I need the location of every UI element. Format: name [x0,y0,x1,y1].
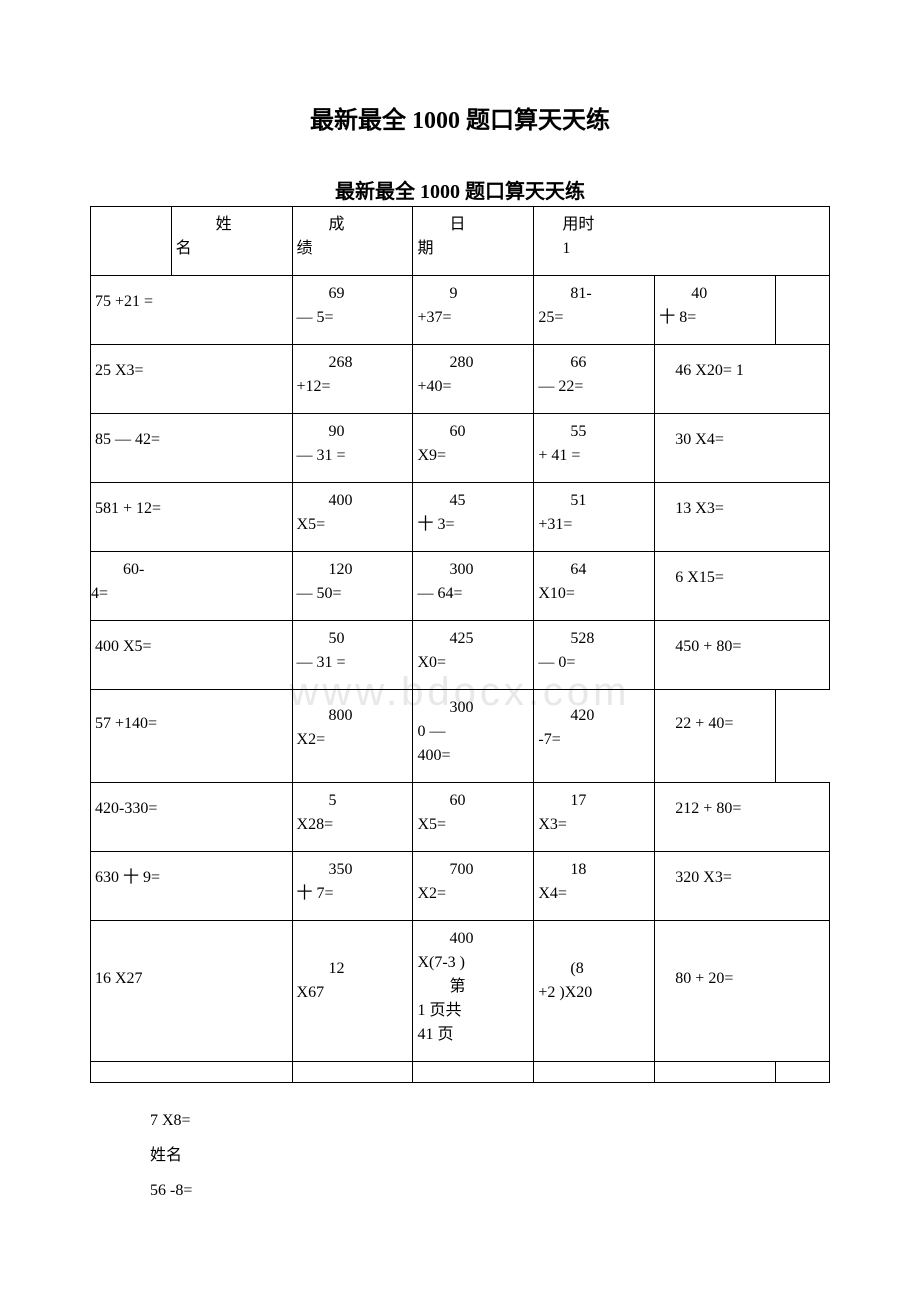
problem-cell: 46 X20= 1 [655,345,830,414]
problem-cell: 700 X2= [413,852,534,921]
problem-cell: 450 + 80= [655,621,830,690]
header-time: 用时 1 [534,207,830,276]
label-score-2: 绩 [297,237,409,261]
problem-cell: 800 X2= [292,690,413,783]
table-row: 16 X27 12 X67 400 X(7-3 ) 第 1 页共 41 页 (8… [91,921,830,1062]
problem-cell: 75 +21 = [91,276,293,345]
label-name-1: 姓 [176,213,288,237]
problem-cell: 13 X3= [655,483,830,552]
problem-cell: 400 X5= [292,483,413,552]
problem-cell: 60 X9= [413,414,534,483]
table-row-empty [91,1062,830,1083]
problem-cell: 22 + 40= [655,690,776,783]
problem-cell: 18 X4= [534,852,655,921]
problem-cell: 425 X0= [413,621,534,690]
problem-cell: 630 十 9= [91,852,293,921]
table-row: 25 X3= 268 +12= 280 +40= 66 — 22= 46 X20… [91,345,830,414]
below-line-2: 姓名 [150,1138,830,1173]
problem-cell: 30 X4= [655,414,830,483]
main-title: 最新最全 1000 题口算天天练 [90,100,830,135]
problem-cell: 17 X3= [534,783,655,852]
problem-cell: 25 X3= [91,345,293,414]
header-date: 日 期 [413,207,534,276]
below-line-3: 56 -8= [150,1173,830,1208]
problem-cell: 50 — 31 = [292,621,413,690]
empty-cell [91,1062,293,1083]
label-time-2: 1 [538,237,825,261]
problem-cell [776,276,830,345]
problem-cell: 212 + 80= [655,783,830,852]
problem-cell: 40 十 8= [655,276,776,345]
problem-cell: 581 + 12= [91,483,293,552]
problem-cell: 57 +140= [91,690,293,783]
below-line-1: 7 X8= [150,1103,830,1138]
table-row: 85 — 42= 90 — 31 = 60 X9= 55 + 41 = 30 X… [91,414,830,483]
label-score-1: 成 [297,213,409,237]
problem-cell: 90 — 31 = [292,414,413,483]
label-time-1: 用时 [538,213,825,237]
table-row: 400 X5= 50 — 31 = 425 X0= 528 — 0= 450 +… [91,621,830,690]
problem-cell: 6 X15= [655,552,830,621]
empty-cell [292,1062,413,1083]
problem-cell: 120 — 50= [292,552,413,621]
problem-cell: 16 X27 [91,921,293,1062]
problem-cell: 9 +37= [413,276,534,345]
problem-cell: 12 X67 [292,921,413,1062]
problems-table: 姓 名 成 绩 日 期 用时 1 75 +21 = 69 — 5= 9 +37=… [90,206,830,1083]
problem-cell: 400 X(7-3 ) 第 1 页共 41 页 [413,921,534,1062]
problem-cell: 420-330= [91,783,293,852]
problem-cell: 5 X28= [292,783,413,852]
problem-cell: 350 十 7= [292,852,413,921]
empty-cell [655,1062,776,1083]
header-name: 姓 名 [171,207,292,276]
problem-cell: 66 — 22= [534,345,655,414]
header-col1 [91,207,172,276]
problem-cell: 60- 4= [91,552,293,621]
problem-cell: 320 X3= [655,852,830,921]
empty-cell [413,1062,534,1083]
problem-cell: 300 — 64= [413,552,534,621]
problem-cell: 80 + 20= [655,921,830,1062]
header-score: 成 绩 [292,207,413,276]
table-row: 420-330= 5 X28= 60 X5= 17 X3= 212 + 80= [91,783,830,852]
problem-cell: 81- 25= [534,276,655,345]
problem-cell: 280 +40= [413,345,534,414]
label-date-2: 期 [417,237,529,261]
problem-cell: 64 X10= [534,552,655,621]
problem-cell: 400 X5= [91,621,293,690]
empty-cell [534,1062,655,1083]
problem-cell: 45 十 3= [413,483,534,552]
problem-cell: (8 +2 )X20 [534,921,655,1062]
problem-cell: 300 0 — 400= [413,690,534,783]
problem-cell: 51 +31= [534,483,655,552]
table-row: 75 +21 = 69 — 5= 9 +37= 81- 25= 40 十 8= [91,276,830,345]
empty-cell [776,1062,830,1083]
table-row: 57 +140= 800 X2= 300 0 — 400= 420 -7= 22… [91,690,830,783]
sub-title: 最新最全 1000 题口算天天练 [90,175,830,204]
problem-cell: 85 — 42= [91,414,293,483]
problem-cell: 55 + 41 = [534,414,655,483]
problem-cell: 268 +12= [292,345,413,414]
problem-cell: 528 — 0= [534,621,655,690]
table-header-row: 姓 名 成 绩 日 期 用时 1 [91,207,830,276]
below-text-block: 7 X8= 姓名 56 -8= [150,1103,830,1209]
problem-cell: 69 — 5= [292,276,413,345]
table-row: 630 十 9= 350 十 7= 700 X2= 18 X4= 320 X3= [91,852,830,921]
table-row: 60- 4= 120 — 50= 300 — 64= 64 X10= 6 X15… [91,552,830,621]
label-date-1: 日 [417,213,529,237]
problem-cell: 60 X5= [413,783,534,852]
label-name-2: 名 [176,237,288,261]
problem-cell: 420 -7= [534,690,655,783]
table-row: 581 + 12= 400 X5= 45 十 3= 51 +31= 13 X3= [91,483,830,552]
